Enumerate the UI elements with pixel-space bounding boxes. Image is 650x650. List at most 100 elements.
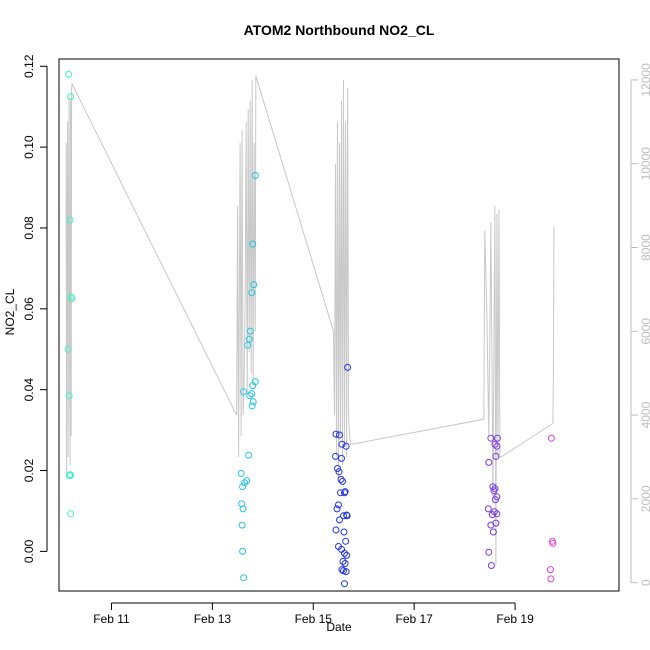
data-point [343,551,351,559]
x-tick-label: Feb 15 [295,612,333,626]
y-axis-label: NO2_CL [3,288,17,335]
data-point [248,390,256,398]
y2-tick-label: 0 [639,579,650,586]
data-point [334,465,341,472]
data-point [341,560,349,567]
data-point [493,510,501,518]
data-point [487,521,495,529]
data-point [239,483,247,491]
secondary-series [65,75,555,566]
data-point [492,452,500,460]
data-point [249,398,257,406]
data-point [65,70,73,78]
data-point [248,402,256,410]
data-point [238,521,246,529]
data-point [489,483,497,491]
y2-tick-label: 8000 [639,234,650,261]
data-point [240,388,248,396]
data-point [343,512,351,520]
y2-tick-label: 12000 [639,63,650,97]
data-point [67,471,75,479]
data-point [66,216,74,224]
data-point [335,468,343,476]
data-point [338,440,346,448]
x-tick-label: Feb 19 [496,612,534,626]
plot-frame [58,58,620,592]
data-point [245,451,253,459]
data-point [484,505,492,513]
data-point [337,489,344,497]
y-tick-label: 0.02 [22,459,36,483]
data-point [547,575,555,583]
y-tick-label: 0.10 [22,135,36,159]
data-point [67,510,75,518]
y-tick-label: 0.04 [22,378,36,402]
data-point [239,547,247,555]
data-point [240,574,248,582]
data-point [248,289,256,297]
chart-title: ATOM2 Northbound NO2_CL [244,22,435,38]
y-axis: 0.00 0.02 0.04 0.06 0.08 0.10 0.12 [22,54,48,563]
data-point [246,327,254,335]
data-point [250,281,258,289]
y2-tick-label: 2000 [639,485,650,512]
data-point [249,382,257,390]
data-point [65,392,73,400]
data-point [243,477,251,485]
data-point [251,171,259,179]
data-point [333,505,341,513]
y-tick-label: 0.00 [22,539,36,563]
data-point [239,505,247,513]
data-point [68,295,76,303]
data-point [342,568,350,576]
data-points [64,70,557,588]
data-point [493,442,501,450]
data-point [342,537,350,545]
x-tick-label: Feb 11 [93,612,130,626]
data-point [341,489,348,497]
x-tick-label: Feb 13 [194,612,232,626]
data-point [246,392,254,400]
data-point [344,363,352,371]
secondary-series-line [65,75,555,566]
y2-tick-label: 6000 [639,318,650,345]
data-point [332,452,339,460]
data-point [547,434,555,442]
data-point [332,526,340,534]
data-point [241,479,249,487]
y-tick-label: 0.12 [22,54,36,78]
data-point [244,341,252,349]
data-point [491,496,499,504]
data-point [67,93,75,101]
data-point [342,442,350,450]
data-point [340,528,348,536]
x-tick-label: Feb 17 [395,612,433,626]
data-point [341,580,348,588]
data-point [339,558,347,565]
data-point [249,240,257,248]
x-axis: Feb 11 Feb 13 Feb 15 Feb 17 Feb 19 [93,602,534,626]
y2-axis: 0 2000 4000 6000 8000 10000 12000 [630,63,650,586]
data-point [339,477,346,485]
data-point [487,562,495,569]
data-point [337,475,345,483]
y-tick-label: 0.08 [22,216,36,240]
y2-tick-label: 4000 [639,401,650,428]
data-point [336,431,343,439]
data-point [335,501,342,509]
data-point [485,458,493,466]
y-tick-label: 0.06 [22,297,36,321]
data-point [237,469,245,477]
data-point [64,345,72,353]
data-point [490,487,498,495]
data-point [488,511,496,519]
data-point [491,440,499,448]
data-point [341,549,348,557]
data-point [546,566,554,574]
y2-tick-label: 10000 [639,147,650,181]
data-point [332,430,340,438]
data-point [493,434,501,442]
data-point [336,516,343,524]
data-point [338,454,345,462]
data-point [549,539,557,547]
